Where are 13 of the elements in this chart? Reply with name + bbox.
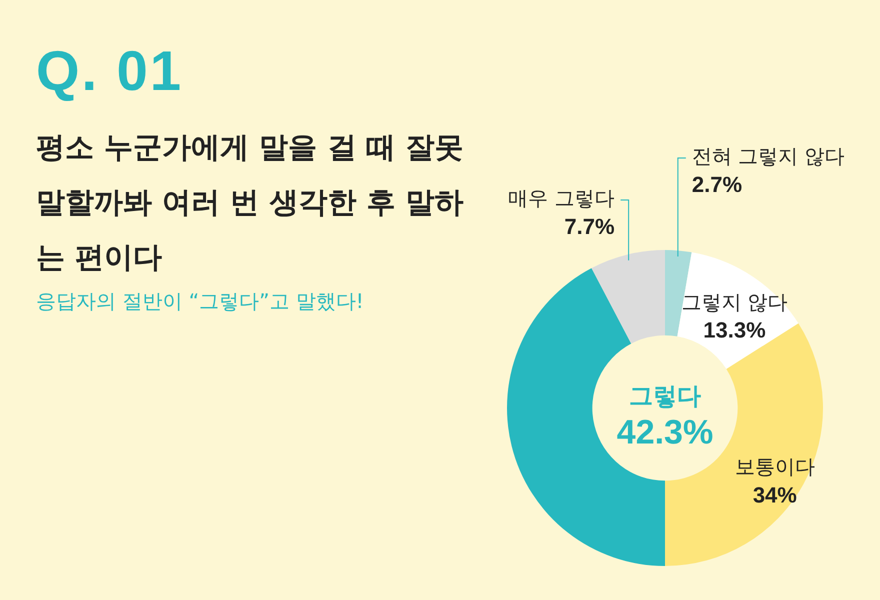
data-label: 2.7% — [692, 172, 742, 198]
slice-label: 보통이다 — [734, 454, 815, 479]
data-label: 34% — [752, 482, 797, 508]
chart-title: Q. 01 — [36, 38, 183, 103]
slice-label: 그렇지 않다 — [681, 290, 788, 314]
data-label: 7.7% — [564, 214, 615, 240]
slice-label: 매우 그렇다 — [508, 186, 615, 210]
slice-label: 그렇다 — [629, 382, 701, 410]
text: 응답자의 절반이 “그렇다”고 말했다! — [36, 288, 364, 315]
data-label: 42.3% — [616, 413, 714, 452]
data-label: 13.3% — [703, 318, 766, 343]
text: 평소 누군가에게 말을 걸 때 잘못 말할까봐 여러 번 생각한 후 말하는 편이다 — [36, 129, 464, 276]
slice-label: 전혀 그렇지 않다 — [692, 144, 845, 168]
